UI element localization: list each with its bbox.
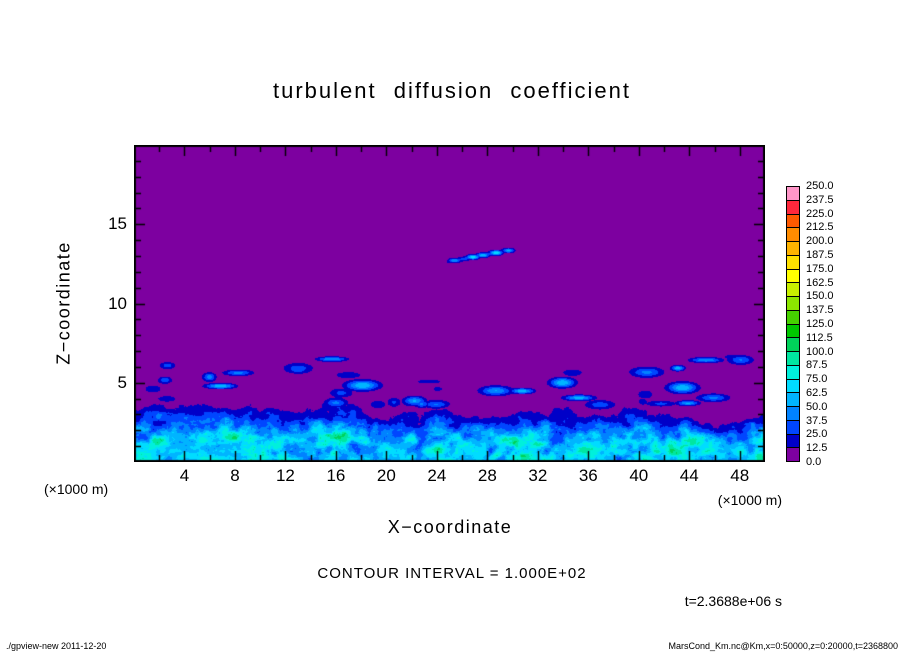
x-tick-label: 48: [730, 466, 750, 485]
contour-interval-note: CONTOUR INTERVAL = 1.000E+02: [317, 565, 587, 582]
x-tick-label: 40: [629, 466, 649, 485]
x-tick-label: 44: [679, 466, 699, 485]
y-tick-label: 5: [117, 372, 127, 392]
colorbar-tick-label: 200.0: [806, 235, 834, 248]
colorbar-cell: [787, 406, 799, 420]
colorbar-tick-label: 62.5: [806, 387, 828, 399]
colorbar-tick-label: 12.5: [806, 442, 828, 455]
y-tick-label: 10: [108, 293, 127, 313]
x-tick-label: 36: [578, 466, 598, 485]
time-annotation: t=2.3688e+06 s: [684, 593, 782, 609]
colorbar-cell: [787, 309, 799, 324]
colorbar-cell: [787, 296, 799, 310]
colorbar-tick-label: 100.0: [806, 345, 834, 358]
colorbar-tick-label: 0.0: [806, 456, 822, 468]
y-tick-label: 15: [108, 214, 127, 234]
x-tick-label: 20: [376, 466, 396, 485]
colorbar-tick-label: 25.0: [806, 428, 828, 441]
heatmap-canvas: [134, 145, 765, 462]
colorbar-cell: [787, 323, 799, 338]
colorbar-cell: [787, 213, 799, 228]
colorbar-tick-label: 137.5: [806, 304, 834, 317]
colorbar-tick-label: 112.5: [806, 331, 833, 344]
colorbar-tick-label: 187.5: [806, 249, 834, 261]
x-axis-unit-label: (×1000 m): [717, 492, 782, 508]
x-tick-label: 32: [528, 466, 548, 485]
dataset-footer: MarsCond_Km.nc@Km,x=0:50000,z=0:20000,t=…: [668, 641, 898, 651]
colorbar-tick-label: 225.0: [806, 207, 834, 220]
colorbar-cell: [787, 254, 799, 269]
x-tick-label: 16: [326, 466, 346, 485]
x-tick-label: 24: [427, 466, 447, 485]
colorbar-tick-label: 162.5: [806, 276, 834, 289]
colorbar: [786, 186, 800, 462]
colorbar-tick-label: 212.5: [806, 221, 834, 234]
colorbar-cell: [787, 241, 799, 255]
colorbar-cell: [787, 268, 799, 283]
y-axis-unit-label: (×1000 m): [44, 481, 109, 497]
page-title: turbulent diffusion coefficient: [272, 78, 632, 103]
colorbar-cell: [787, 364, 799, 379]
colorbar-cell: [787, 337, 799, 351]
x-tick-label: 4: [179, 466, 190, 485]
colorbar-cell: [787, 227, 799, 241]
x-axis-label: X−coordinate: [387, 517, 513, 537]
colorbar-tick-label: 75.0: [806, 373, 828, 386]
colorbar-tick-label: 150.0: [806, 290, 834, 303]
colorbar-cell: [787, 378, 799, 393]
colorbar-cell: [787, 433, 799, 448]
colorbar-tick-label: 125.0: [806, 318, 834, 330]
colorbar-cell: [787, 187, 799, 200]
colorbar-tick-label: 37.5: [806, 414, 828, 427]
colorbar-cell: [787, 419, 799, 434]
colorbar-tick-label: 250.0: [806, 180, 834, 192]
colorbar-cell: [787, 199, 799, 214]
colorbar-tick-label: 50.0: [806, 400, 828, 413]
x-tick-label: 28: [477, 466, 497, 485]
colorbar-cell: [787, 351, 799, 365]
colorbar-cell: [787, 282, 799, 296]
colorbar-tick-label: 87.5: [806, 359, 828, 372]
command-footer: ./gpview-new 2011-12-20: [6, 641, 107, 651]
y-axis-label: Z−coordinate: [53, 241, 74, 365]
colorbar-cell: [787, 447, 799, 461]
colorbar-cell: [787, 392, 799, 406]
x-tick-label: 12: [275, 466, 295, 485]
colorbar-tick-label: 175.0: [806, 262, 834, 275]
colorbar-tick-label: 237.5: [806, 193, 834, 206]
x-tick-label: 8: [230, 466, 240, 485]
